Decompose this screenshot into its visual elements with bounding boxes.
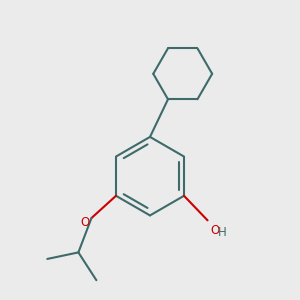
Text: O: O [81,216,90,230]
Text: H: H [218,226,227,239]
Text: O: O [210,224,219,237]
